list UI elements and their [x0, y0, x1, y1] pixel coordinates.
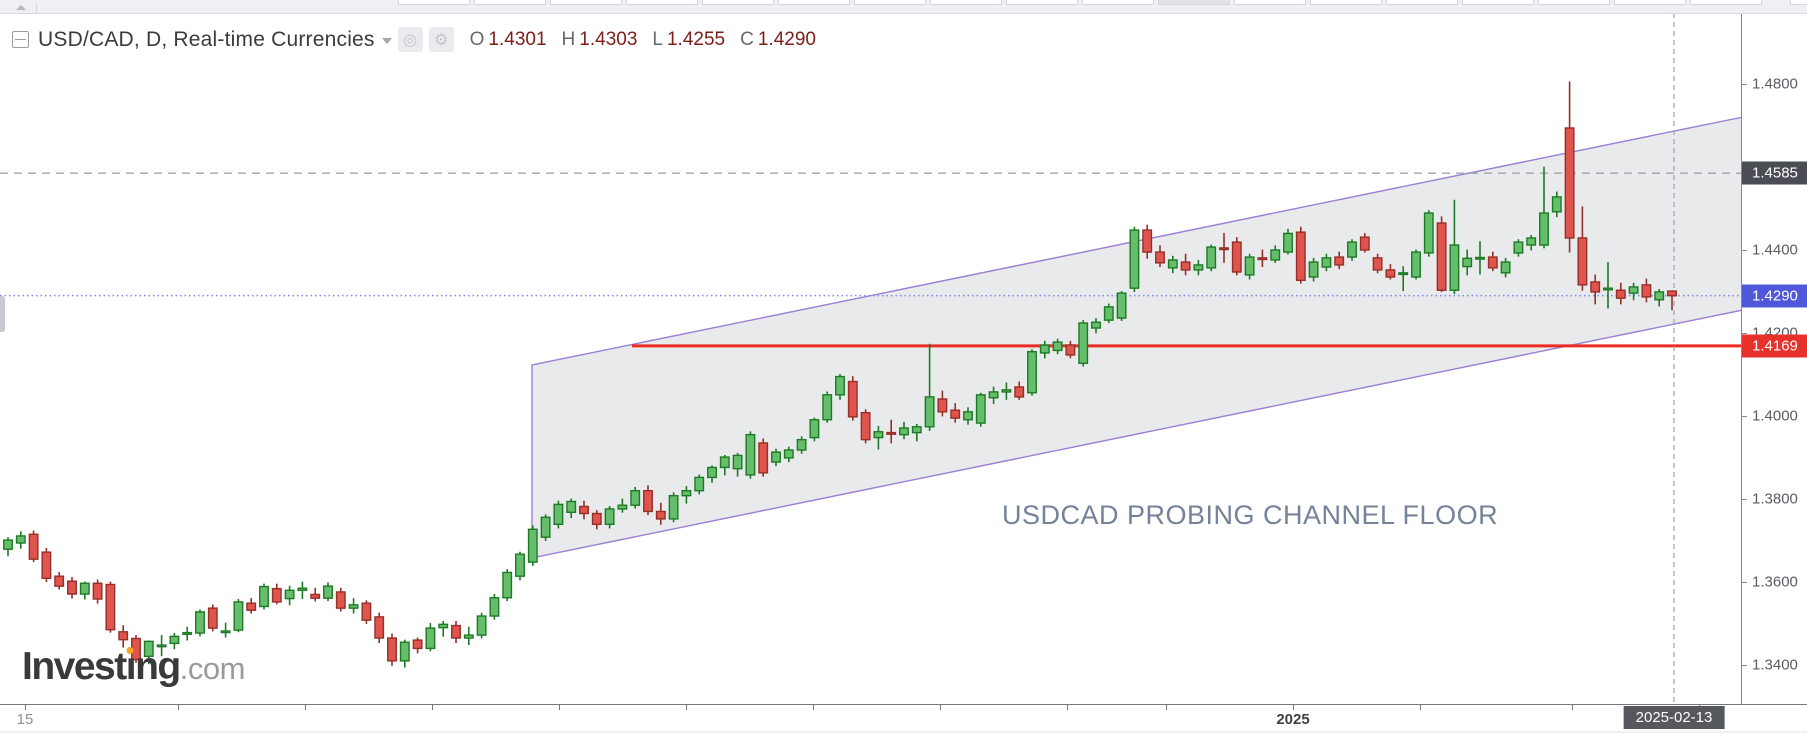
strip-cell	[398, 0, 470, 5]
time-tick	[940, 705, 941, 710]
time-tick	[432, 705, 433, 710]
price-tick-label: 1.4400	[1752, 241, 1798, 259]
price-tick-label: 1.3800	[1752, 490, 1798, 508]
time-axis-label: 2025	[1276, 711, 1310, 728]
top-page-sliver	[0, 0, 1807, 14]
price-tick-label: 1.4800	[1752, 75, 1798, 93]
left-panel-handle[interactable]	[0, 296, 5, 332]
price-tick-label: 1.3400	[1752, 656, 1798, 674]
close-label: C	[740, 28, 754, 50]
strip-cell	[1234, 0, 1306, 5]
time-tick	[305, 705, 306, 710]
strip-cell	[550, 0, 622, 5]
time-tick	[178, 705, 179, 710]
price-axis[interactable]: 1.4800 1.4400 1.4200 1.4000 1.3800 1.3600 1.34…	[1741, 13, 1807, 704]
time-tick	[1067, 705, 1068, 710]
price-tick	[1742, 416, 1747, 417]
strip-cell	[1790, 0, 1807, 5]
last-price-badge: 1.4290	[1742, 284, 1807, 308]
time-tick	[813, 705, 814, 710]
gear-icon[interactable]: ⚙	[428, 27, 454, 52]
price-tick	[1742, 333, 1747, 334]
chart-legend: USD/CAD, D, Real-time Currencies ◎ ⚙ O 1.…	[12, 27, 831, 52]
time-axis-label: 15	[16, 711, 34, 728]
bottom-fill-strip	[0, 731, 1807, 733]
price-tick	[1742, 84, 1747, 85]
strip-cell	[1614, 0, 1686, 5]
high-label: H	[561, 28, 576, 50]
price-tick	[1742, 665, 1747, 666]
strip-cell	[702, 0, 774, 5]
price-tick-label: 1.4000	[1752, 407, 1798, 425]
strip-cell	[626, 0, 698, 5]
open-label: O	[469, 28, 485, 50]
price-tick-label: 1.3600	[1752, 573, 1798, 591]
strip-cell	[474, 0, 546, 5]
strip-cell	[1538, 0, 1610, 5]
symbol-title[interactable]: USD/CAD, D, Real-time Currencies	[38, 27, 375, 51]
time-tick	[1166, 705, 1167, 710]
strip-cell	[1310, 0, 1382, 5]
open-value: 1.4301	[488, 28, 547, 50]
time-tick	[686, 705, 687, 710]
parallel-channel-drawing[interactable]	[531, 116, 1742, 559]
collapse-legend-button[interactable]	[12, 31, 29, 48]
candlestick-chart	[0, 13, 1742, 704]
strip-cell	[778, 0, 850, 5]
low-value: 1.4255	[666, 28, 726, 50]
time-tick	[1293, 705, 1294, 710]
sort-triangle-icon	[16, 5, 26, 10]
line-price-badge: 1.4169	[1742, 334, 1807, 358]
close-value: 1.4290	[757, 28, 816, 50]
time-tick	[1420, 705, 1421, 710]
time-tick	[559, 705, 560, 710]
price-tick	[1742, 582, 1747, 583]
strip-cell	[930, 0, 1002, 5]
strip-divider	[36, 4, 37, 12]
low-label: L	[652, 28, 663, 50]
crosshair-date-badge: 2025-02-13	[1623, 706, 1725, 729]
quick-snapshot-button[interactable]: ◎	[397, 27, 423, 52]
strip-cell	[1690, 0, 1762, 5]
time-tick	[25, 705, 26, 710]
time-tick	[1572, 705, 1573, 710]
high-value: 1.4303	[579, 28, 638, 50]
candlestick-series	[3, 81, 1677, 668]
time-axis[interactable]: 15 2025 2025-02-13	[0, 704, 1807, 732]
strip-cell	[854, 0, 926, 5]
strip-cell	[1462, 0, 1534, 5]
logo-orange-dot: ı	[125, 645, 137, 688]
price-tick	[1742, 499, 1747, 500]
strip-cell	[1082, 0, 1154, 5]
strip-cell	[1158, 0, 1230, 5]
level-price-badge: 1.4585	[1742, 161, 1807, 185]
chart-annotation-text[interactable]: USDCAD PROBING CHANNEL FLOOR	[1002, 500, 1499, 530]
strip-cell	[1006, 0, 1078, 5]
chevron-down-icon[interactable]	[381, 38, 392, 44]
ohlc-values: O 1.4301 H 1.4303 L 1.4255 C 1.4290	[470, 29, 831, 51]
strip-cell	[1386, 0, 1458, 5]
investing-logo: Investı ng.com	[22, 645, 245, 688]
price-tick	[1742, 250, 1747, 251]
